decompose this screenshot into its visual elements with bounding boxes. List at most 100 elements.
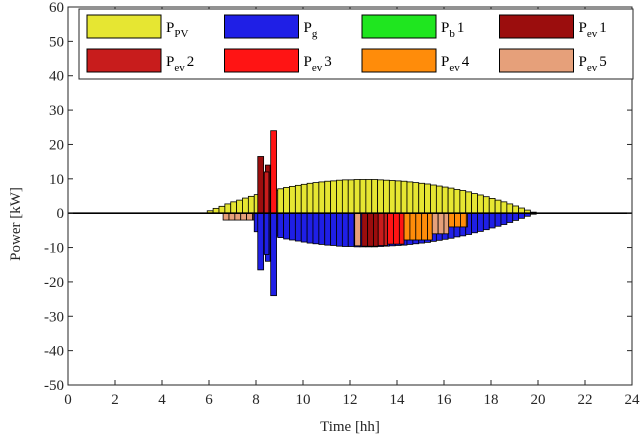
legend-swatch-p-ev5 [499,48,574,73]
grid-bar [318,212,326,245]
x-tick-label: 12 [343,392,358,408]
pv-bar [424,183,431,214]
ev-discharge-bar [454,212,461,228]
y-tick-label: -20 [44,275,64,291]
ev-discharge-bar [427,212,433,241]
pv-bar [312,182,320,214]
grid-bar [294,212,302,242]
legend-label-p-g: Pg [304,20,318,40]
y-tick-label: -10 [44,241,64,257]
y-tick-label: -50 [44,378,64,394]
x-tick-label: 0 [64,392,72,408]
grid-bar [306,212,314,244]
pv-bar [482,196,490,214]
ev-discharge-bar [398,212,405,245]
legend-label-p-ev4: Pev 4 [441,54,470,74]
pv-bar [388,180,396,214]
pv-bar [294,184,302,214]
ev-discharge-bar [387,212,394,245]
grid-bar [488,212,496,229]
legend-label-p-ev5: Pev 5 [579,54,607,74]
grid-bar [477,212,484,232]
grid-bar [300,212,308,243]
x-tick-label: 2 [111,392,119,408]
grid-bar [341,212,349,247]
x-tick-label: 4 [158,392,166,408]
legend-label-p-b1: Pb 1 [441,20,464,40]
pv-bar [230,201,238,214]
ev-discharge-bar [403,212,411,241]
ev-discharge-bar [373,212,379,247]
pv-bar [330,180,337,214]
legend-label-p-pv: PPV [166,20,188,40]
ev-charge-bar [263,171,270,214]
ev-discharge-bar [377,212,385,246]
grid-spike-bar [257,212,265,271]
x-axis-title: Time [hh] [320,419,380,435]
pv-bar [430,184,437,214]
grid-bar [506,212,514,223]
pv-bar [236,199,243,214]
pv-bar [447,187,455,214]
grid-bar [482,212,490,231]
legend-swatch-p-ev2 [86,48,162,73]
pv-bar [394,180,402,214]
pv-bar [324,180,332,214]
pv-bar [347,179,355,214]
pv-bar [283,187,290,214]
x-tick-label: 10 [296,392,311,408]
pv-bar [477,194,484,214]
axes-group: 0 2 4 6 8 10 12 14 16 18 20 22 24-50-40-30-20-100102… [44,0,640,408]
pv-bar [383,179,390,214]
pv-bar [365,179,373,214]
x-tick-label: 24 [625,392,640,408]
y-tick-label: 20 [49,137,64,153]
legend-label-p-ev3: Pev 3 [304,54,332,74]
ev-discharge-bar [222,212,230,221]
ev-discharge-bar [246,212,253,221]
legend-swatch-p-pv [86,14,162,39]
grid-spike-bar [263,212,270,255]
pv-bar [359,179,367,214]
ev-discharge-bar [437,212,445,235]
y-tick-label: 30 [49,103,64,119]
grid-bar [283,212,290,240]
ev-discharge-bar [361,212,369,247]
pv-bar [336,179,343,214]
pv-bar [242,197,249,214]
ev-charge-bar [257,156,265,214]
pv-bar [459,190,467,214]
ev-discharge-bar [460,212,467,228]
pv-bar [471,193,478,214]
grid-bar [330,212,337,246]
grid-bar [500,212,508,225]
pv-bar [488,198,496,214]
grid-spike-bar [270,212,277,297]
pv-bar [406,181,414,214]
ev-discharge-bar [234,212,242,221]
pv-bar [418,182,426,214]
legend-swatch-p-b1 [361,14,437,39]
pv-bar [400,180,408,214]
x-tick-label: 18 [484,392,499,408]
x-tick-label: 6 [205,392,213,408]
pv-bar [341,179,349,214]
x-tick-label: 22 [578,392,593,408]
negative-bars-group [222,212,537,297]
pv-bar [465,191,473,214]
y-tick-label: -30 [44,309,64,325]
y-tick-label: 40 [49,69,64,85]
grid-bar [347,212,355,247]
grid-bar [471,212,478,234]
ev-discharge-bar [409,212,417,241]
legend-label-p-ev2: Pev 2 [166,54,194,74]
legend-swatch-p-ev3 [224,48,299,73]
legend: PPV Pg Pb 1 Pev 1 Pev 2 Pev 3 Pev 4 Pev 5 [78,8,634,80]
pv-bar [289,185,296,214]
y-tick-label: 10 [49,172,64,188]
positive-bars-group [206,130,537,214]
pv-bar [353,179,361,214]
ev-discharge-bar [228,212,236,221]
y-tick-label: -40 [44,344,64,360]
